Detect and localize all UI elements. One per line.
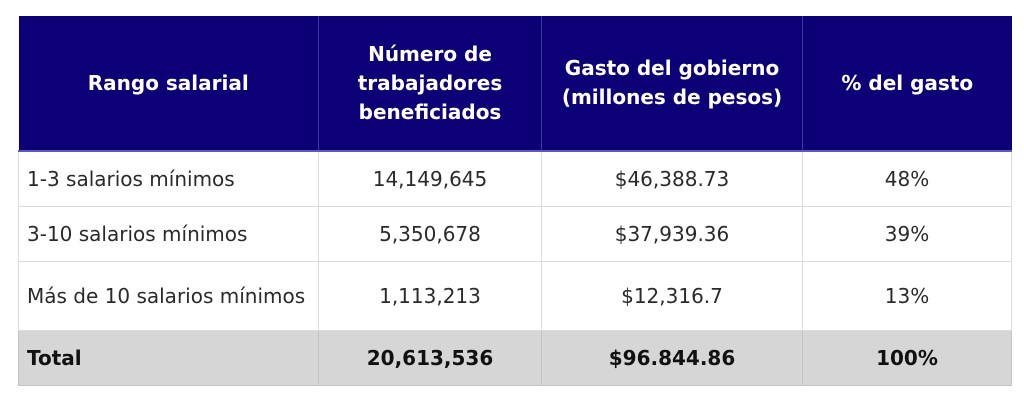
header-gasto-gobierno: Gasto del gobierno (millones de pesos) xyxy=(541,16,803,152)
table-body: 1-3 salarios mínimos 14,149,645 $46,388.… xyxy=(18,150,1012,386)
salary-range-table-container: Rango salarial Número de trabajadores be… xyxy=(18,16,1012,386)
table-row: Más de 10 salarios mínimos 1,113,213 $12… xyxy=(18,261,1012,331)
total-gasto: $96.844.86 xyxy=(541,330,803,386)
total-label: Total xyxy=(18,330,319,386)
total-trabajadores: 20,613,536 xyxy=(318,330,542,386)
header-row: Rango salarial Número de trabajadores be… xyxy=(18,16,1012,152)
cell-trabajadores: 1,113,213 xyxy=(318,261,542,331)
cell-gasto: $12,316.7 xyxy=(541,261,803,331)
cell-trabajadores: 5,350,678 xyxy=(318,206,542,262)
cell-rango: 3-10 salarios mínimos xyxy=(18,206,319,262)
header-rango-salarial: Rango salarial xyxy=(18,16,319,152)
cell-rango: Más de 10 salarios mínimos xyxy=(18,261,319,331)
cell-gasto: $46,388.73 xyxy=(541,150,803,207)
total-porcentaje: 100% xyxy=(802,330,1012,386)
cell-porcentaje: 13% xyxy=(802,261,1012,331)
table-row: 1-3 salarios mínimos 14,149,645 $46,388.… xyxy=(18,150,1012,207)
header-porcentaje-gasto: % del gasto xyxy=(802,16,1012,152)
table-row: 3-10 salarios mínimos 5,350,678 $37,939.… xyxy=(18,206,1012,262)
cell-rango: 1-3 salarios mínimos xyxy=(18,150,319,207)
table-header: Rango salarial Número de trabajadores be… xyxy=(18,16,1012,152)
header-numero-trabajadores: Número de trabajadores beneficiados xyxy=(318,16,542,152)
cell-gasto: $37,939.36 xyxy=(541,206,803,262)
cell-porcentaje: 39% xyxy=(802,206,1012,262)
cell-porcentaje: 48% xyxy=(802,150,1012,207)
salary-range-table: Rango salarial Número de trabajadores be… xyxy=(18,16,1012,386)
cell-trabajadores: 14,149,645 xyxy=(318,150,542,207)
total-row: Total 20,613,536 $96.844.86 100% xyxy=(18,330,1012,386)
